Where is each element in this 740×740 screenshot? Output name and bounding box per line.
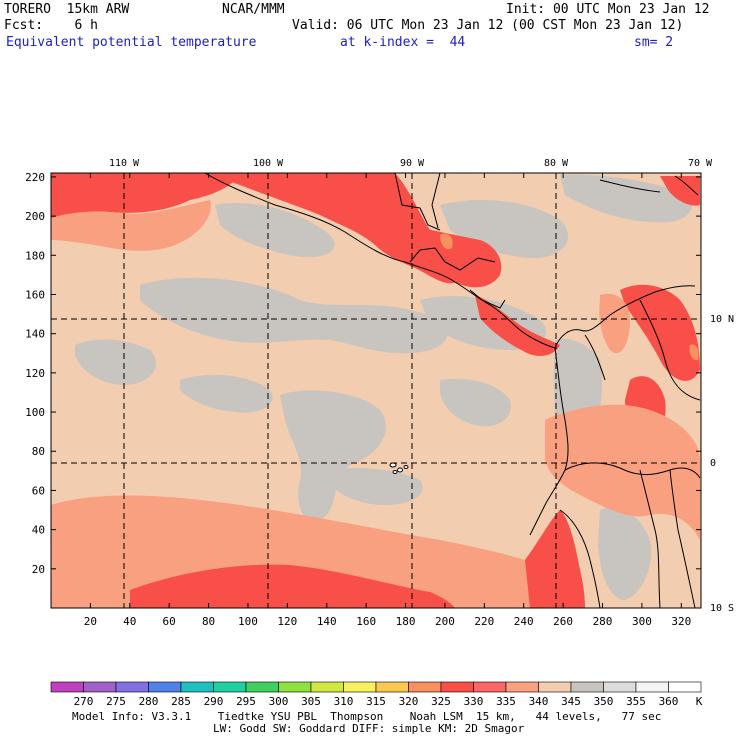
- x-tick-label: 100: [238, 615, 258, 628]
- y-tick-label: 20: [32, 563, 45, 576]
- colorbar-swatch: [538, 681, 572, 693]
- x-tick-label: 260: [553, 615, 573, 628]
- theta-e-325-spots: [440, 233, 699, 361]
- colorbar-swatch: [148, 681, 182, 693]
- colorbar-swatch: [570, 681, 604, 693]
- y-tick-label: 160: [25, 288, 45, 301]
- colorbar-label: 290: [204, 695, 224, 708]
- colorbar-label: 295: [236, 695, 256, 708]
- colorbar-swatch: [180, 681, 214, 693]
- colorbar-swatch: [245, 681, 279, 693]
- colorbar-swatch: [635, 681, 669, 693]
- y-tick-label: 100: [25, 406, 45, 419]
- y-tick-label: 140: [25, 328, 45, 341]
- colorbar-swatch: [375, 681, 409, 693]
- colorbar-label: 280: [139, 695, 159, 708]
- x-tick-label: 80: [202, 615, 215, 628]
- lon-label-80w: 80 W: [544, 158, 569, 169]
- lon-label-100w: 100 W: [253, 158, 284, 169]
- colorbar-swatch: [50, 681, 84, 693]
- lat-label-0: 0: [710, 458, 716, 469]
- colorbar-label: 330: [464, 695, 484, 708]
- coastlines: [204, 173, 701, 608]
- model-info: Model Info: V3.3.1 Tiedtke YSU PBL Thomp…: [72, 710, 662, 723]
- field-name: Equivalent potential temperature: [6, 35, 257, 50]
- model-name: TORERO 15km ARW: [4, 2, 130, 17]
- colorbar-label: 315: [366, 695, 386, 708]
- colorbar-swatch: [310, 681, 344, 693]
- x-tick-label: 160: [356, 615, 376, 628]
- x-tick-label: 300: [632, 615, 652, 628]
- lon-label-110w: 110 W: [109, 158, 140, 169]
- x-tick-label: 140: [317, 615, 337, 628]
- y-tick-label: 120: [25, 367, 45, 380]
- colorbar-label: 355: [626, 695, 646, 708]
- colorbar-label: 325: [431, 695, 451, 708]
- x-tick-label: 40: [123, 615, 136, 628]
- colorbar-label: 275: [106, 695, 126, 708]
- x-tick-label: 240: [514, 615, 534, 628]
- colorbar-unit: K: [696, 695, 703, 708]
- colorbar-swatch: [668, 681, 702, 693]
- lon-label-70w: 70 W: [688, 158, 713, 169]
- colorbar-label: 300: [269, 695, 289, 708]
- colorbar-swatch: [473, 681, 507, 693]
- colorbar: 270 275 280 285 290 295 300 305 310 315 320 325 330 3…: [50, 681, 702, 708]
- colorbar-label: 360: [659, 695, 679, 708]
- x-tick-label: 20: [84, 615, 97, 628]
- colorbar-label: 335: [496, 695, 516, 708]
- colorbar-swatch: [603, 681, 637, 693]
- x-tick-label: 200: [435, 615, 455, 628]
- field-shading: [51, 173, 701, 608]
- y-tick-label: 200: [25, 210, 45, 223]
- lat-label-10s: 10 S: [710, 603, 734, 614]
- y-tick-label: 40: [32, 524, 45, 537]
- theta-e-330-south-band: [130, 510, 585, 608]
- colorbar-label: 285: [171, 695, 191, 708]
- colorbar-label: 320: [399, 695, 419, 708]
- colorbar-swatch: [505, 681, 539, 693]
- plot-frame: [50, 172, 702, 609]
- forecast-hour: Fcst: 6 h: [4, 18, 98, 33]
- y-axis-ticks: 20 40 60 80 100 120 140 160 180 200 220: [25, 171, 701, 576]
- colorbar-label: 340: [529, 695, 549, 708]
- center-name: NCAR/MMM: [222, 2, 285, 17]
- x-tick-label: 320: [671, 615, 691, 628]
- lat-label-10n: 10 N: [710, 314, 734, 325]
- lon-label-90w: 90 W: [400, 158, 425, 169]
- y-tick-label: 180: [25, 249, 45, 262]
- init-time: Init: 00 UTC Mon 23 Jan 12: [506, 2, 710, 17]
- colorbar-label: 270: [74, 695, 94, 708]
- x-tick-label: 220: [474, 615, 494, 628]
- valid-time: Valid: 06 UTC Mon 23 Jan 12 (00 CST Mon …: [292, 18, 684, 33]
- colorbar-swatch: [278, 681, 312, 693]
- galapagos-islands: [389, 462, 409, 474]
- colorbar-label: 310: [334, 695, 354, 708]
- colorbar-swatch: [213, 681, 247, 693]
- x-tick-label: 280: [593, 615, 613, 628]
- colorbar-swatch: [408, 681, 442, 693]
- y-tick-label: 220: [25, 171, 45, 184]
- x-axis-ticks: 20 40 60 80 100 120 140 160 180 200 220 240 260 280 30…: [84, 173, 691, 628]
- colorbar-swatch: [343, 681, 377, 693]
- colorbar-label: 305: [301, 695, 321, 708]
- level-info: at k-index = 44: [340, 35, 466, 50]
- colorbar-label: 350: [594, 695, 614, 708]
- x-tick-label: 120: [277, 615, 297, 628]
- colorbar-swatch: [440, 681, 474, 693]
- physics-info: LW: Godd SW: Goddard DIFF: simple KM: 2D…: [213, 722, 525, 735]
- y-tick-label: 60: [32, 484, 45, 497]
- colorbar-label: 345: [561, 695, 581, 708]
- colorbar-swatch: [115, 681, 149, 693]
- y-tick-label: 80: [32, 445, 45, 458]
- smoothing-info: sm= 2: [634, 35, 674, 50]
- x-tick-label: 60: [163, 615, 176, 628]
- colorbar-swatch: [83, 681, 117, 693]
- x-tick-label: 180: [396, 615, 416, 628]
